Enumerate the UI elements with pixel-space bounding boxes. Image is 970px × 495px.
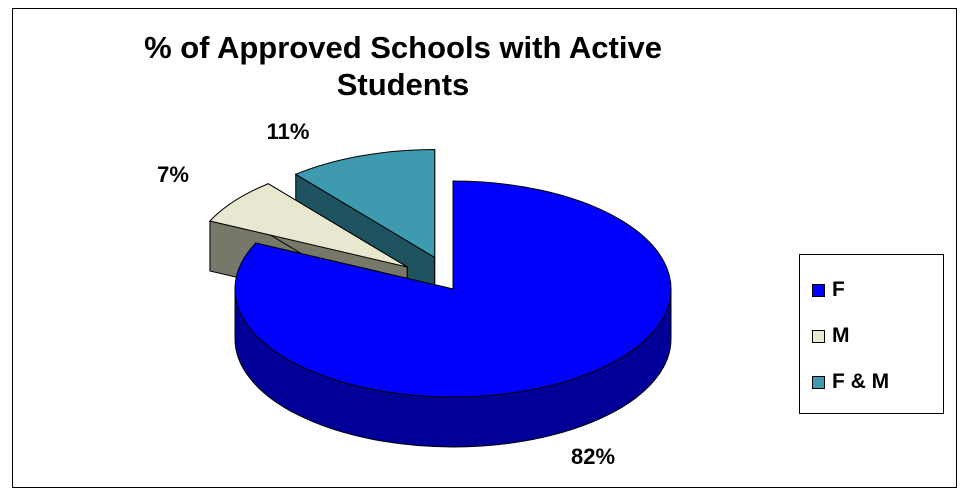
pie-top — [208, 183, 408, 268]
legend-swatch — [812, 283, 825, 297]
pie-slice-f — [234, 180, 672, 448]
legend-label: F & M — [832, 370, 890, 393]
legend-item: M — [812, 321, 850, 351]
legend-label: F — [832, 278, 845, 301]
data-label-f: 82% — [571, 444, 615, 469]
legend-item: F & M — [812, 367, 889, 397]
data-label-m: 7% — [157, 162, 189, 187]
data-label-f-m: 11% — [267, 119, 310, 144]
legend-swatch — [812, 329, 825, 343]
pie-top — [294, 148, 436, 259]
chart-frame: % of Approved Schools with Active Studen… — [12, 8, 957, 488]
legend-swatch — [812, 375, 825, 389]
pie-top — [234, 180, 672, 398]
legend-item: F — [812, 275, 845, 305]
chart-title: % of Approved Schools with Active Studen… — [144, 30, 662, 102]
pie-chart: 82% 7% 11% — [157, 119, 672, 469]
legend-label: M — [832, 324, 850, 347]
